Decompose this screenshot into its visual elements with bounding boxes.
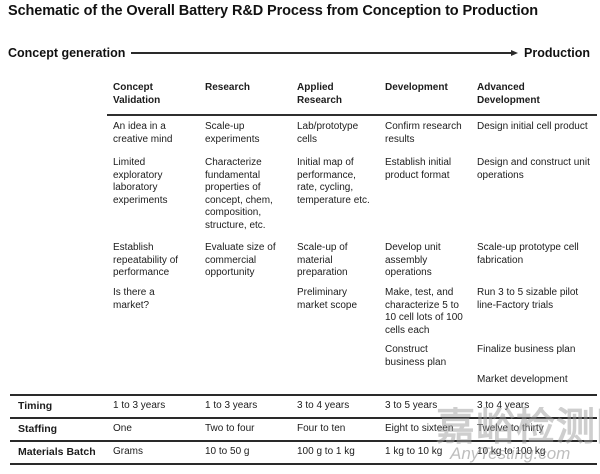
- summary-value: 3 to 4 years: [477, 400, 530, 412]
- body-cell: Limited exploratory laboratory experimen…: [113, 157, 168, 206]
- table-row: Limited exploratory laboratory experimen…: [0, 157, 600, 242]
- body-cell: Design initial cell product: [477, 121, 588, 132]
- arrow-head-icon: [511, 50, 519, 56]
- table-body: An idea in a creative mind Scale-up exper…: [0, 121, 600, 392]
- body-cell: Finalize business plan: [477, 344, 576, 355]
- summary-value: Grams: [113, 446, 143, 458]
- column-header: Development: [385, 82, 448, 93]
- table-row: Construct business plan Finalize business…: [0, 344, 600, 374]
- label-column-spacer: [0, 81, 113, 107]
- summary-value: 1 to 3 years: [205, 400, 258, 412]
- body-cell: Market development: [477, 374, 568, 385]
- summary-label: Materials Batch: [18, 445, 96, 458]
- body-cell: Construct business plan: [385, 344, 447, 368]
- body-cell: Scale-up experiments: [205, 121, 260, 145]
- body-cell: Characterize fundamental properties of c…: [205, 157, 273, 231]
- flow-start-label: Concept generation: [8, 46, 126, 60]
- body-cell: Design and construct unit operations: [477, 157, 590, 181]
- table-row: Market development: [0, 374, 600, 392]
- column-header: Applied Research: [297, 82, 343, 106]
- body-cell: Scale-up of material preparation: [297, 242, 348, 279]
- body-cell: Run 3 to 5 sizable pilot line-Factory tr…: [477, 287, 579, 311]
- summary-label: Staffing: [18, 422, 58, 435]
- flow-arrow: [131, 50, 519, 56]
- column-headers-row: Concept Validation Research Applied Resear…: [0, 81, 600, 107]
- summary-value: One: [113, 423, 132, 435]
- table-row: An idea in a creative mind Scale-up exper…: [0, 121, 600, 157]
- table-row: Is there a market? Preliminary market sco…: [0, 287, 600, 344]
- summary-row: Timing 1 to 3 years 1 to 3 years 3 to 4 yea…: [10, 396, 597, 419]
- summary-value: Two to four: [205, 423, 255, 435]
- summary-value: Four to ten: [297, 423, 346, 435]
- body-cell: An idea in a creative mind: [113, 121, 173, 145]
- table-row: Establish repeatability of performance Ev…: [0, 242, 600, 287]
- body-cell: Make, test, and characterize 5 to 10 cel…: [385, 287, 463, 336]
- summary-row: Staffing One Two to four Four to ten Eight t…: [10, 419, 597, 442]
- summary-value: 3 to 4 years: [297, 400, 350, 412]
- column-header: Concept Validation: [113, 82, 161, 106]
- process-flow: Concept generation Production: [8, 46, 590, 60]
- column-header: Advanced Development: [477, 82, 540, 106]
- body-cell: Establish repeatability of performance: [113, 242, 179, 279]
- summary-value: 1 kg to 10 kg: [385, 446, 443, 458]
- column-header: Research: [205, 82, 251, 93]
- body-cell: Scale-up prototype cell fabrication: [477, 242, 579, 266]
- summary-section: Timing 1 to 3 years 1 to 3 years 3 to 4 yea…: [10, 394, 597, 465]
- summary-label: Timing: [18, 399, 53, 412]
- body-cell: Establish initial product format: [385, 157, 452, 181]
- body-cell: Evaluate size of commercial opportunity: [205, 242, 276, 279]
- body-cell: Confirm research results: [385, 121, 462, 145]
- header-divider: [107, 114, 597, 116]
- body-cell: Preliminary market scope: [297, 287, 358, 311]
- body-cell: Is there a market?: [113, 287, 155, 311]
- page-title: Schematic of the Overall Battery R&D Pro…: [8, 3, 539, 19]
- body-cell: Initial map of performance, rate, cyclin…: [297, 157, 370, 206]
- summary-value: 3 to 5 years: [385, 400, 438, 412]
- flow-end-label: Production: [524, 46, 590, 60]
- summary-row: Materials Batch Grams 10 to 50 g 100 g to 1…: [10, 442, 597, 465]
- summary-value: Twelve to thirty: [477, 423, 544, 435]
- summary-value: Eight to sixteen: [385, 423, 454, 435]
- body-cell: Develop unit assembly operations: [385, 242, 441, 279]
- summary-value: 10 kg to 100 kg: [477, 446, 546, 458]
- summary-value: 1 to 3 years: [113, 400, 166, 412]
- summary-value: 100 g to 1 kg: [297, 446, 355, 458]
- body-cell: Lab/prototype cells: [297, 121, 359, 145]
- arrow-line: [131, 52, 513, 54]
- summary-value: 10 to 50 g: [205, 446, 250, 458]
